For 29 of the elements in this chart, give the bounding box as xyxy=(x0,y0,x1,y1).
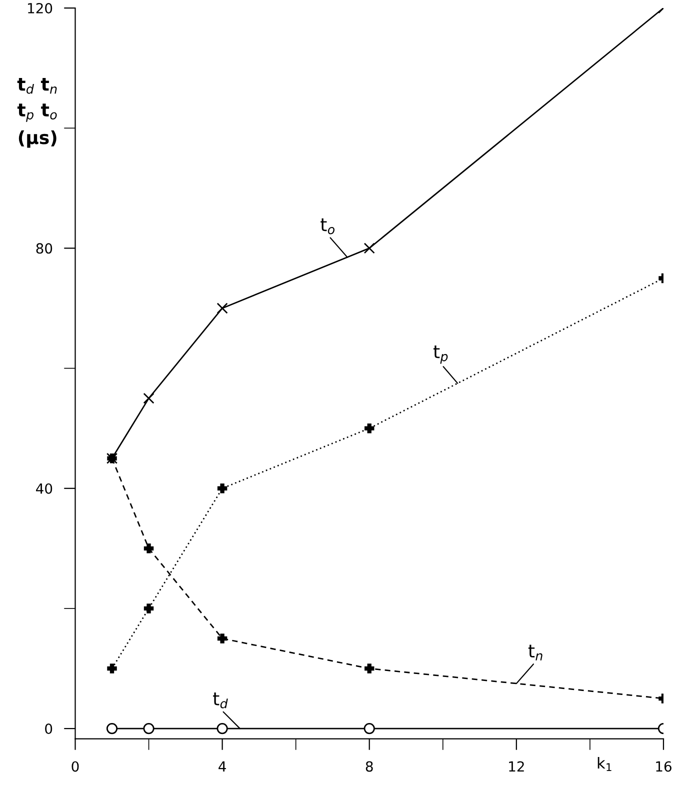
point xyxy=(107,664,117,674)
point xyxy=(143,722,154,734)
y-tick-label: 80 xyxy=(36,243,52,254)
y-tick-label: 120 xyxy=(28,3,52,14)
point xyxy=(364,722,375,734)
x-tick-label: 8 xyxy=(366,761,373,772)
point xyxy=(217,484,228,494)
series-label: t$_{o}$ xyxy=(320,218,334,234)
x-tick-label: 0 xyxy=(72,761,79,772)
series-label: t$_{p}$ xyxy=(433,345,448,364)
text: t$_{d}$ t$_{n}$ t$_{p}$ t$_{o}$ (μs) xyxy=(17,78,57,148)
x-tick-label: 4 xyxy=(218,761,226,772)
point xyxy=(106,722,118,734)
point xyxy=(364,664,374,674)
x-tick-label: 16 xyxy=(656,761,672,772)
point xyxy=(364,242,375,254)
point xyxy=(216,302,228,314)
point xyxy=(216,722,228,734)
point xyxy=(144,604,154,614)
y-tick-label: 0 xyxy=(45,724,52,734)
point xyxy=(364,423,374,434)
x-tick-label: 12 xyxy=(509,761,524,772)
y-tick-label: 40 xyxy=(36,483,52,494)
point xyxy=(144,544,154,554)
series-label: t$_{n}$ xyxy=(528,644,542,660)
x-axis-title: k$_{1}$ xyxy=(598,756,612,772)
series-label: t$_{d}$ xyxy=(213,692,228,708)
point xyxy=(217,634,228,644)
point xyxy=(143,392,154,404)
